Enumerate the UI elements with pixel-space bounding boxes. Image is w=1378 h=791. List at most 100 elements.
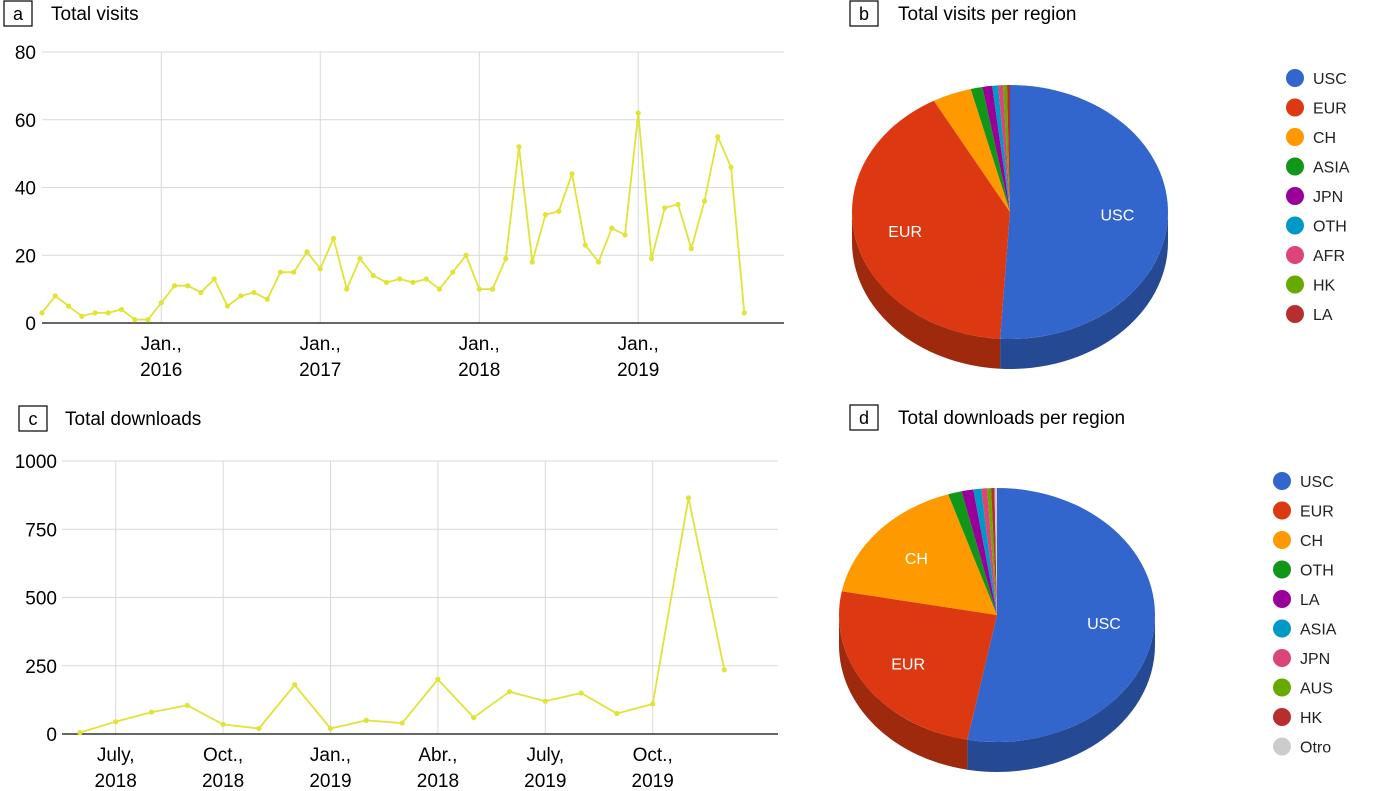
x-tick-label: 2017 — [299, 360, 341, 381]
legend-marker — [1286, 98, 1304, 117]
data-point — [542, 212, 549, 218]
data-point — [251, 289, 257, 296]
data-point — [79, 313, 85, 319]
data-point — [436, 286, 443, 292]
legend-label: LA — [1313, 307, 1333, 324]
slice-aus — [987, 488, 997, 615]
data-point — [489, 286, 496, 292]
data-point — [516, 144, 522, 150]
legend: USC EUR CH OTH LA ASIA JPN AUS HK Otro — [1273, 472, 1337, 757]
chart-title: Total downloads — [65, 409, 201, 430]
pie-chart-b: b Total visits per region USC EUR USC EUR CH AS… — [849, 0, 1350, 369]
data-point — [569, 171, 575, 177]
legend-label: USC — [1313, 71, 1347, 88]
slice-side-usc — [967, 615, 1155, 772]
data-point — [211, 276, 217, 282]
slice-la — [961, 489, 997, 615]
y-tick-label: 0 — [46, 725, 57, 746]
legend-marker — [1286, 246, 1304, 264]
data-point — [52, 293, 58, 299]
y-tick-label: 60 — [15, 111, 36, 132]
slice-label: EUR — [888, 224, 922, 241]
panel-letter: c — [29, 409, 38, 429]
x-tick-label: 2018 — [95, 771, 137, 791]
panel-letter-box — [849, 404, 879, 431]
data-point — [741, 310, 747, 316]
data-point — [330, 235, 337, 241]
y-tick-label: 40 — [15, 179, 36, 200]
data-point — [344, 286, 350, 292]
legend-marker — [1286, 216, 1304, 235]
x-tick-label: Oct., — [633, 745, 673, 766]
x-tick-label: 2019 — [632, 771, 674, 791]
legend-label: ASIA — [1313, 160, 1350, 177]
x-tick-label: July, — [526, 745, 564, 766]
data-point — [224, 303, 231, 309]
data-point — [105, 310, 111, 316]
legend-label: OTH — [1313, 219, 1347, 236]
chart-title: Total visits — [51, 4, 139, 25]
slice-otro — [994, 488, 997, 615]
data-point — [113, 719, 119, 725]
x-tick-label: 2018 — [417, 771, 459, 791]
data-point — [582, 242, 588, 248]
series-path — [79, 497, 726, 734]
data-point — [383, 279, 390, 285]
panel-letter: b — [859, 4, 869, 24]
x-tick-label: 2019 — [617, 360, 659, 381]
x-tick-label: Abr., — [418, 745, 457, 766]
data-point — [184, 702, 190, 708]
data-point — [148, 709, 155, 715]
slice-oth — [992, 85, 1010, 212]
data-point — [463, 252, 469, 258]
legend-marker — [1286, 69, 1304, 87]
pie-slices: USC EUR CH — [839, 488, 1155, 772]
data-point — [158, 300, 164, 306]
slice-side-eur — [852, 212, 1001, 369]
panel-header-c: c Total downloads — [18, 405, 201, 432]
data-point — [542, 698, 548, 704]
x-tick-label: 2018 — [458, 360, 500, 381]
y-tick-label: 80 — [15, 43, 36, 64]
legend-marker — [1273, 472, 1291, 490]
data-point — [65, 303, 72, 309]
data-point — [370, 272, 376, 279]
panel-letter-box — [849, 0, 879, 27]
data-point — [185, 283, 191, 289]
x-tick-label: 2019 — [309, 771, 351, 791]
slice-hk — [1003, 85, 1010, 212]
data-point — [304, 249, 310, 255]
slice-side-usc — [1000, 212, 1168, 369]
legend-marker — [1273, 619, 1291, 638]
data-point — [39, 310, 45, 316]
data-point — [317, 266, 323, 272]
pie-slices: USC EUR — [852, 85, 1168, 369]
legend-marker — [1273, 708, 1291, 726]
legend-label: OTH — [1300, 563, 1334, 580]
data-point — [503, 256, 509, 262]
data-point — [506, 689, 513, 695]
line-chart-c: c Total downloads 0 250 500 750 1000 July, 2018 O… — [15, 405, 778, 791]
slice-side-eur — [839, 615, 968, 770]
data-point — [556, 208, 562, 214]
data-point — [435, 676, 441, 683]
data-point — [292, 682, 298, 688]
slice-jpn — [981, 488, 997, 615]
legend-label: HK — [1300, 710, 1323, 727]
legend-label: USC — [1300, 474, 1334, 491]
legend-label: Otro — [1300, 740, 1331, 757]
slice-jpn — [982, 85, 1010, 212]
series-line — [77, 495, 727, 736]
pie-chart-d: d Total downloads per region USC EUR CH USC EU… — [839, 404, 1337, 772]
data-point — [685, 495, 692, 501]
x-tick-label: Jan., — [459, 334, 500, 355]
data-point — [595, 259, 602, 265]
data-point — [397, 276, 403, 282]
data-point — [132, 317, 138, 323]
legend-marker — [1286, 275, 1304, 294]
data-point — [715, 134, 721, 140]
data-point — [363, 717, 369, 723]
data-point — [662, 205, 668, 211]
data-point — [145, 317, 151, 323]
